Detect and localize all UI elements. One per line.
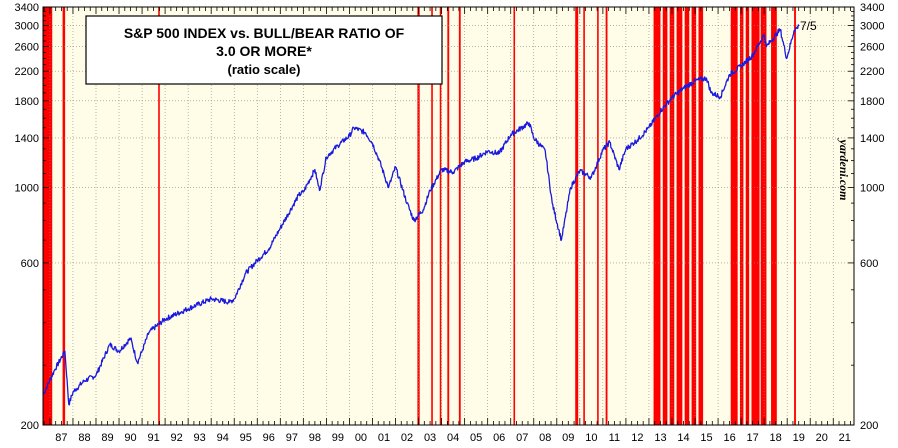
y-tick-label-right: 200 bbox=[860, 420, 878, 432]
bull-bear-bar bbox=[605, 7, 608, 425]
y-tick-label-right: 600 bbox=[860, 258, 878, 270]
x-tick-label: 87 bbox=[55, 432, 67, 444]
y-tick-label-left: 1400 bbox=[15, 133, 39, 145]
x-tick-label: 89 bbox=[101, 432, 113, 444]
bull-bear-bar bbox=[653, 7, 661, 425]
bull-bear-bar bbox=[669, 7, 675, 425]
x-tick-label: 21 bbox=[839, 432, 851, 444]
x-tick-label: 03 bbox=[424, 432, 436, 444]
x-tick-label: 99 bbox=[332, 432, 344, 444]
x-tick-label: 09 bbox=[562, 432, 574, 444]
bull-bear-bar bbox=[158, 7, 160, 425]
y-tick-label-left: 1000 bbox=[15, 183, 39, 195]
x-tick-label: 08 bbox=[539, 432, 551, 444]
x-tick-label: 14 bbox=[677, 432, 689, 444]
y-tick-label-right: 1000 bbox=[860, 183, 884, 195]
title-box: S&P 500 INDEX vs. BULL/BEAR RATIO OF 3.0… bbox=[85, 15, 443, 85]
x-tick-label: 91 bbox=[147, 432, 159, 444]
bull-bear-bar bbox=[730, 7, 738, 425]
x-tick-label: 20 bbox=[816, 432, 828, 444]
bull-bear-bar bbox=[583, 7, 585, 425]
plot-frame bbox=[42, 6, 855, 426]
x-tick-label: 10 bbox=[585, 432, 597, 444]
x-tick-label: 12 bbox=[631, 432, 643, 444]
y-tick-label-right: 2200 bbox=[860, 66, 884, 78]
x-tick-label: 90 bbox=[124, 432, 136, 444]
y-axis-right: 200 600 1000 1400 1800 2200 2600 3000 3400 bbox=[860, 2, 884, 432]
y-tick-label-right: 3000 bbox=[860, 20, 884, 32]
x-tick-label: 19 bbox=[793, 432, 805, 444]
x-tick-label: 16 bbox=[723, 432, 735, 444]
bull-bear-bars bbox=[43, 7, 796, 425]
y-tick-label-right: 1800 bbox=[860, 96, 884, 108]
y-tick-label-left: 2200 bbox=[15, 66, 39, 78]
sp500-line-layer bbox=[42, 24, 800, 406]
y-tick-label-left: 3000 bbox=[15, 20, 39, 32]
x-tick-label: 97 bbox=[286, 432, 298, 444]
bull-bear-bar bbox=[751, 7, 760, 425]
x-tick-label: 05 bbox=[470, 432, 482, 444]
y-tick-label-right: 2600 bbox=[860, 42, 884, 54]
bull-bear-bar bbox=[662, 7, 668, 425]
x-tick-label: 96 bbox=[263, 432, 275, 444]
x-tick-label: 15 bbox=[700, 432, 712, 444]
bull-bear-bar bbox=[458, 7, 461, 425]
bull-bear-bar bbox=[760, 7, 767, 425]
x-tick-label: 92 bbox=[171, 432, 183, 444]
bull-bear-bar bbox=[431, 7, 433, 425]
y-tick-label-left: 1800 bbox=[15, 96, 39, 108]
bull-bear-bar bbox=[771, 7, 777, 425]
y-tick-label-right: 1400 bbox=[860, 133, 884, 145]
x-tick-label: 02 bbox=[401, 432, 413, 444]
x-tick-label: 94 bbox=[217, 432, 229, 444]
bull-bear-bar bbox=[684, 7, 690, 425]
bull-bear-bar bbox=[439, 7, 442, 425]
bull-bear-bar bbox=[794, 7, 796, 425]
y-tick-label-right: 3400 bbox=[860, 2, 884, 14]
bull-bear-bar bbox=[597, 7, 599, 425]
x-tick-label: 07 bbox=[516, 432, 528, 444]
y-tick-label-left: 2600 bbox=[15, 42, 39, 54]
x-tick-label: 01 bbox=[378, 432, 390, 444]
x-tick-label: 04 bbox=[447, 432, 459, 444]
x-tick-label: 95 bbox=[240, 432, 252, 444]
bull-bear-bar bbox=[62, 7, 66, 425]
bull-bear-bar bbox=[691, 7, 697, 425]
x-tick-label: 17 bbox=[747, 432, 759, 444]
chart-title-line2: 3.0 OR MORE* bbox=[216, 43, 312, 59]
bull-bear-bar bbox=[575, 7, 579, 425]
x-tick-label: 11 bbox=[609, 432, 620, 444]
x-axis: 87 88 89 90 91 92 93 94 95 96 97 98 99 00 01 02 03 04 05 06… bbox=[55, 432, 851, 444]
x-tick-label: 88 bbox=[78, 432, 90, 444]
x-tick-label: 93 bbox=[194, 432, 206, 444]
chart-subtitle: (ratio scale) bbox=[228, 62, 301, 77]
x-tick-label: 18 bbox=[770, 432, 782, 444]
watermark-yardeni: yardeni.com bbox=[837, 138, 851, 201]
x-tick-label: 13 bbox=[654, 432, 666, 444]
axis-ticks bbox=[43, 6, 854, 426]
bull-bear-bar bbox=[698, 7, 704, 425]
x-tick-label: 98 bbox=[309, 432, 321, 444]
bull-bear-bar bbox=[447, 7, 450, 425]
y-axis-left: 200 600 1000 1400 1800 2200 2600 3000 3400 bbox=[15, 2, 39, 432]
bull-bear-bar bbox=[513, 7, 516, 425]
x-tick-label: 00 bbox=[355, 432, 367, 444]
chart-title: S&P 500 INDEX vs. BULL/BEAR RATIO OF bbox=[124, 25, 405, 41]
bull-bear-bar bbox=[43, 7, 53, 425]
bull-bear-bar bbox=[745, 7, 750, 425]
y-tick-label-left: 600 bbox=[21, 258, 39, 270]
last-date-label: 7/5 bbox=[800, 19, 817, 33]
bull-bear-bar bbox=[739, 7, 744, 425]
y-tick-label-left: 200 bbox=[21, 420, 39, 432]
sp500-line bbox=[42, 24, 800, 406]
y-tick-label-left: 3400 bbox=[15, 2, 39, 14]
x-tick-label: 06 bbox=[493, 432, 505, 444]
bull-bear-bar bbox=[676, 7, 683, 425]
